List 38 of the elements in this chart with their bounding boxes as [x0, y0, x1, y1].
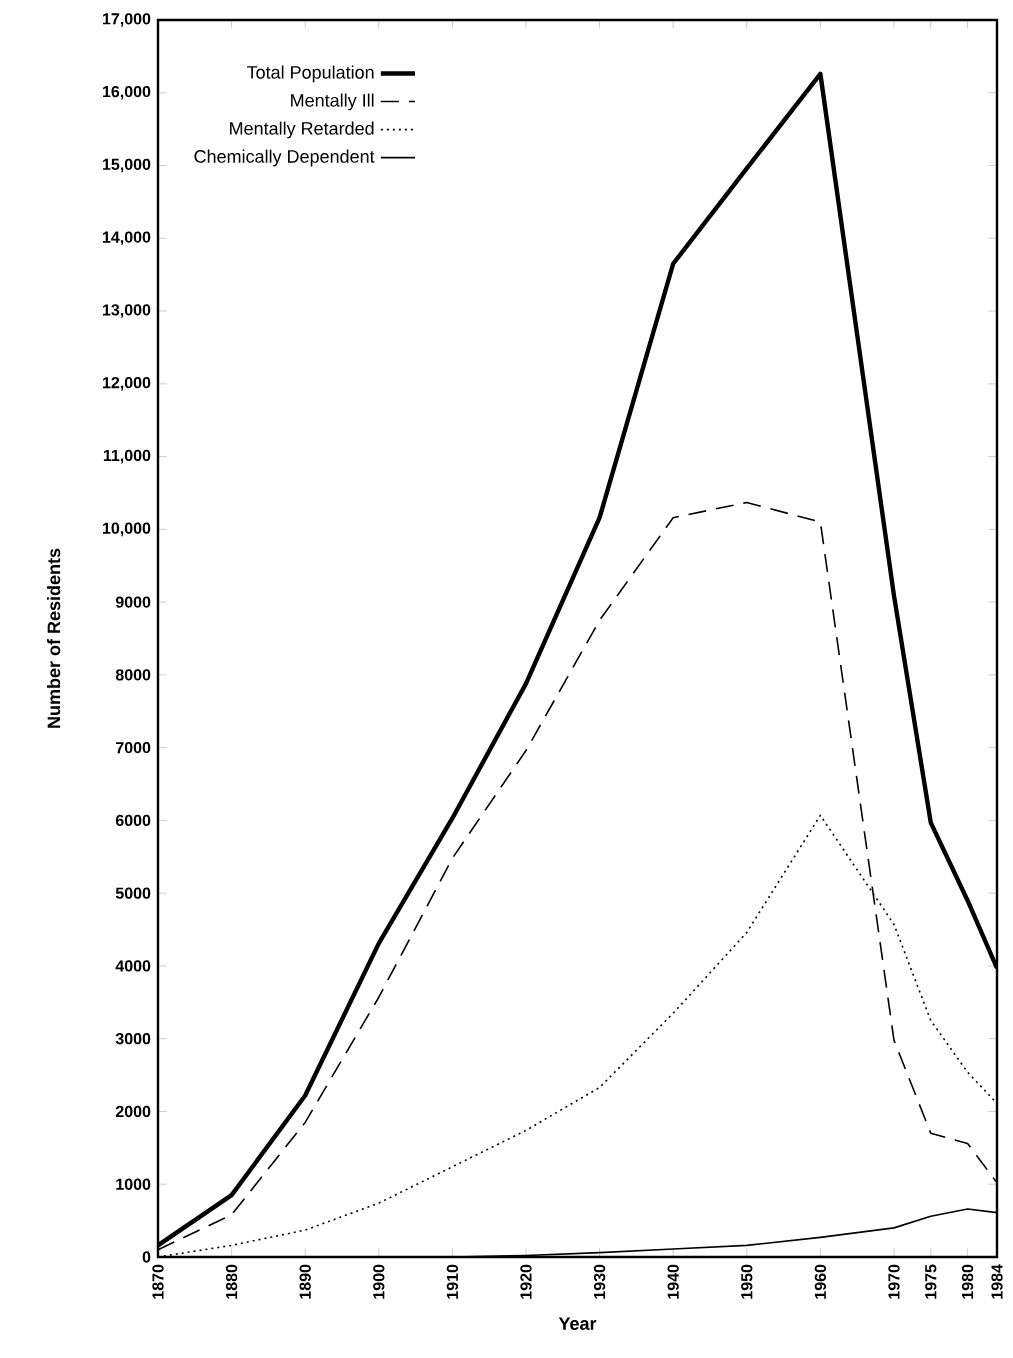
- y-tick-label: 2000: [115, 1105, 151, 1118]
- legend-label: Total Population: [246, 65, 374, 83]
- y-tick-label: 5000: [115, 887, 151, 899]
- y-tick-label: 14,000: [103, 231, 151, 246]
- y-tick-label: 15,000: [103, 158, 151, 173]
- y-tick-label: 1000: [116, 1178, 151, 1190]
- legend-label: Mentally Retarded: [230, 121, 374, 139]
- x-tick-label: 1960: [814, 1264, 827, 1299]
- y-tick-label: 3000: [115, 1033, 151, 1045]
- x-tick-label: 1930: [593, 1264, 606, 1299]
- x-tick-label: 1970: [888, 1264, 900, 1299]
- x-axis-title: Year: [558, 1317, 597, 1330]
- y-tick-label: 6000: [115, 814, 151, 827]
- x-tick-label: 1940: [667, 1264, 679, 1299]
- x-tick-label: 1900: [373, 1264, 385, 1299]
- y-tick-label: 9000: [115, 596, 151, 608]
- y-tick-label: 11,000: [103, 449, 151, 464]
- y-tick-label: 4000: [115, 960, 151, 972]
- y-tick-label: 16,000: [103, 85, 151, 100]
- y-tick-label: 13,000: [103, 304, 151, 318]
- legend-label: Mentally Ill: [291, 93, 374, 111]
- y-tick-label: 12,000: [103, 376, 151, 391]
- x-tick-label: 1984: [991, 1264, 1003, 1299]
- x-tick-label: 1890: [299, 1264, 311, 1299]
- x-tick-label: 1910: [446, 1264, 459, 1299]
- y-tick-label: 8000: [115, 669, 151, 681]
- y-tick-label: 10,000: [103, 522, 151, 537]
- x-tick-label: 1975: [925, 1264, 937, 1299]
- x-tick-label: 1880: [225, 1264, 238, 1299]
- x-tick-label: 1980: [961, 1264, 974, 1299]
- x-tick-label: 1920: [520, 1264, 532, 1299]
- legend-label: Chemically Dependent: [194, 149, 375, 167]
- x-tick-label: 1870: [152, 1264, 164, 1299]
- y-tick-label: 17,000: [103, 13, 151, 27]
- y-tick-label: 0: [142, 1251, 151, 1263]
- y-tick-label: 7000: [116, 741, 151, 754]
- x-tick-label: 1950: [741, 1264, 753, 1299]
- y-axis-title: Number of Residents: [47, 548, 61, 728]
